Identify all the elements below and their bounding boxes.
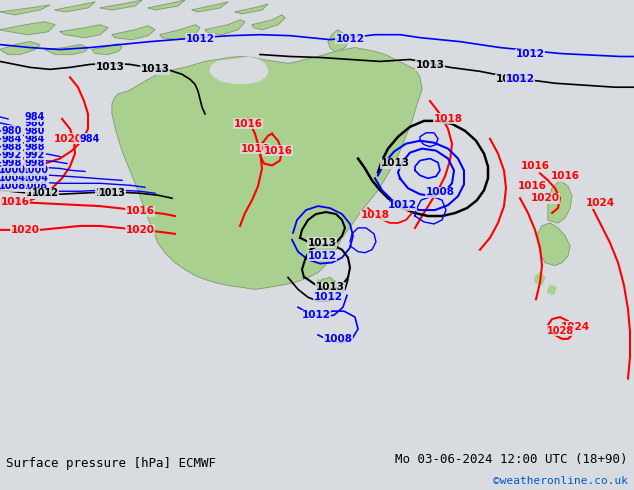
Text: 992: 992 [2, 149, 22, 160]
Polygon shape [100, 0, 142, 10]
Polygon shape [235, 4, 268, 14]
Text: 998: 998 [2, 157, 22, 168]
Polygon shape [318, 277, 338, 299]
Text: 1012: 1012 [186, 34, 214, 44]
Text: 1004: 1004 [0, 173, 25, 183]
Text: 1013: 1013 [98, 188, 126, 198]
Text: 980: 980 [25, 126, 45, 136]
Text: 1012: 1012 [302, 310, 330, 320]
Polygon shape [548, 180, 572, 223]
Polygon shape [112, 26, 155, 40]
Text: 1012: 1012 [25, 188, 55, 198]
Text: 1012: 1012 [335, 34, 365, 44]
Polygon shape [160, 25, 200, 40]
Polygon shape [92, 44, 122, 54]
Text: 1018: 1018 [434, 114, 462, 124]
Text: 1013: 1013 [380, 158, 410, 169]
Text: 1016: 1016 [126, 206, 155, 216]
Polygon shape [192, 2, 228, 12]
Text: 1016: 1016 [264, 146, 292, 156]
Polygon shape [148, 0, 185, 10]
Text: 1000: 1000 [0, 166, 25, 175]
Polygon shape [538, 223, 570, 266]
Text: Mo 03-06-2024 12:00 UTC (18+90): Mo 03-06-2024 12:00 UTC (18+90) [395, 453, 628, 466]
Text: 1013: 1013 [415, 60, 444, 71]
Polygon shape [205, 20, 245, 35]
Text: 1013: 1013 [96, 62, 124, 73]
Text: 1028: 1028 [547, 326, 574, 336]
Text: 1024: 1024 [585, 198, 614, 208]
Polygon shape [112, 48, 422, 289]
Text: 1013: 1013 [316, 282, 344, 293]
Text: 998: 998 [25, 157, 45, 168]
Polygon shape [535, 272, 545, 284]
Polygon shape [315, 279, 322, 287]
Text: 980: 980 [2, 126, 22, 136]
Polygon shape [60, 25, 108, 38]
Text: 1020: 1020 [11, 225, 39, 235]
Polygon shape [328, 30, 348, 51]
Text: 1012: 1012 [307, 251, 337, 261]
Text: 1012: 1012 [387, 200, 417, 210]
Text: 1020: 1020 [126, 225, 155, 235]
Polygon shape [0, 22, 55, 35]
Text: 1016: 1016 [8, 158, 37, 169]
Text: 1016: 1016 [550, 172, 579, 181]
Text: 984: 984 [2, 134, 22, 144]
Text: 1013: 1013 [307, 238, 337, 248]
Text: 984: 984 [25, 134, 45, 144]
Polygon shape [252, 15, 285, 30]
Text: 1000: 1000 [22, 166, 48, 175]
Text: 1016: 1016 [233, 119, 262, 129]
Text: 988: 988 [2, 142, 22, 151]
Polygon shape [548, 285, 556, 294]
Text: 984: 984 [80, 134, 100, 144]
Text: 1016: 1016 [1, 197, 30, 207]
Text: 1016: 1016 [240, 144, 269, 154]
Text: 1020: 1020 [531, 193, 559, 203]
Text: 1020: 1020 [0, 197, 22, 207]
Polygon shape [45, 45, 88, 54]
Polygon shape [210, 57, 268, 83]
Text: 1013: 1013 [96, 188, 124, 198]
Text: 1012: 1012 [505, 74, 534, 84]
Text: 984: 984 [25, 112, 45, 122]
Text: 1012: 1012 [313, 292, 342, 302]
Text: ©weatheronline.co.uk: ©weatheronline.co.uk [493, 476, 628, 486]
Text: 1013: 1013 [141, 64, 169, 74]
Text: 988: 988 [25, 142, 45, 151]
Text: 992: 992 [25, 149, 45, 160]
Text: 1018: 1018 [361, 210, 389, 220]
Text: 1008: 1008 [425, 187, 455, 197]
Text: 1013: 1013 [496, 74, 524, 84]
Text: Surface pressure [hPa] ECMWF: Surface pressure [hPa] ECMWF [6, 457, 216, 470]
Text: 1008: 1008 [323, 334, 353, 344]
Polygon shape [0, 5, 50, 15]
Text: 1020: 1020 [53, 134, 82, 144]
Polygon shape [55, 2, 95, 12]
Text: 1016: 1016 [521, 162, 550, 172]
Text: 1012: 1012 [515, 49, 545, 59]
Text: 1016: 1016 [517, 181, 547, 191]
Text: 1008: 1008 [0, 181, 25, 191]
Polygon shape [0, 42, 40, 54]
Text: 980: 980 [25, 118, 45, 128]
Text: 1024: 1024 [560, 322, 590, 332]
Text: 1004: 1004 [22, 173, 48, 183]
Text: 1008: 1008 [22, 181, 49, 191]
Text: 1012: 1012 [32, 188, 58, 198]
